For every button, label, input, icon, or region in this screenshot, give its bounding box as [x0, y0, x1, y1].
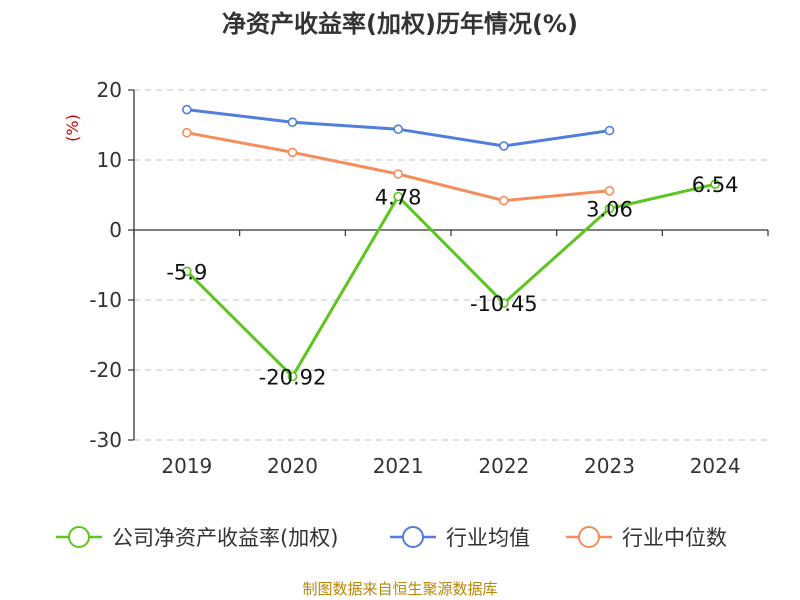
- legend-marker: [402, 526, 424, 548]
- y-tick-label: 20: [97, 78, 122, 102]
- legend-label: 公司净资产收益率(加权): [112, 526, 338, 550]
- data-point: [604, 186, 615, 196]
- data-point: [182, 104, 192, 115]
- data-point: [182, 127, 192, 138]
- data-point: [287, 117, 298, 127]
- data-point: [393, 124, 403, 134]
- x-tick-label: 2022: [478, 454, 529, 478]
- legend-item: 行业均值: [390, 526, 530, 550]
- chart-title: 净资产收益率(加权)历年情况(%): [222, 10, 578, 38]
- data-point: [499, 298, 509, 308]
- x-tick-label: 2021: [373, 454, 424, 478]
- legend-label: 行业中位数: [622, 526, 727, 550]
- y-tick-label: -30: [89, 428, 122, 452]
- data-labels: -5.9 -20.92 4.78 -10.45 3.06 6.54: [166, 173, 738, 389]
- data-point: [710, 179, 720, 190]
- data-point: [287, 371, 298, 382]
- data-point: [393, 169, 403, 179]
- series-0: [182, 179, 720, 382]
- y-axis-label: (%): [63, 114, 82, 142]
- source-note: 制图数据来自恒生聚源数据库: [302, 580, 497, 598]
- legend-marker: [578, 526, 600, 548]
- data-point: [393, 191, 403, 202]
- x-tick-label: 2019: [161, 454, 212, 478]
- data-point: [499, 141, 509, 151]
- x-tick-label: 2024: [690, 454, 741, 478]
- y-tick-label: -20: [89, 358, 122, 382]
- data-label: -20.92: [259, 365, 327, 389]
- data-label: -5.9: [166, 260, 207, 284]
- axes: 20 10 0 -10 -20 -30 2019 2020 2021 2022 2023 2024: [89, 78, 769, 478]
- y-tick-label: 10: [97, 148, 122, 172]
- data-label: 6.54: [692, 173, 739, 197]
- data-label: 4.78: [375, 186, 422, 210]
- legend-item: 行业中位数: [566, 526, 727, 550]
- x-tick-label: 2020: [267, 454, 318, 478]
- series-2: [182, 127, 615, 206]
- legend-label: 行业均值: [446, 526, 530, 550]
- data-point: [499, 195, 509, 206]
- data-point: [182, 266, 192, 277]
- data-label: -10.45: [470, 292, 538, 316]
- legend-item: 公司净资产收益率(加权): [56, 526, 338, 550]
- y-tick-label: 0: [109, 218, 122, 242]
- series-line: [185, 182, 716, 378]
- y-tick-label: -10: [89, 288, 122, 312]
- data-point: [287, 147, 298, 158]
- legend: 公司净资产收益率(加权) 行业均值 行业中位数: [56, 526, 727, 550]
- series-lines: [182, 104, 720, 382]
- legend-marker: [68, 526, 90, 548]
- data-label: 3.06: [586, 198, 633, 222]
- x-tick-label: 2023: [584, 454, 635, 478]
- data-point: [604, 203, 615, 214]
- series-1: [182, 104, 615, 151]
- data-point: [604, 125, 615, 136]
- gridlines: [134, 89, 768, 441]
